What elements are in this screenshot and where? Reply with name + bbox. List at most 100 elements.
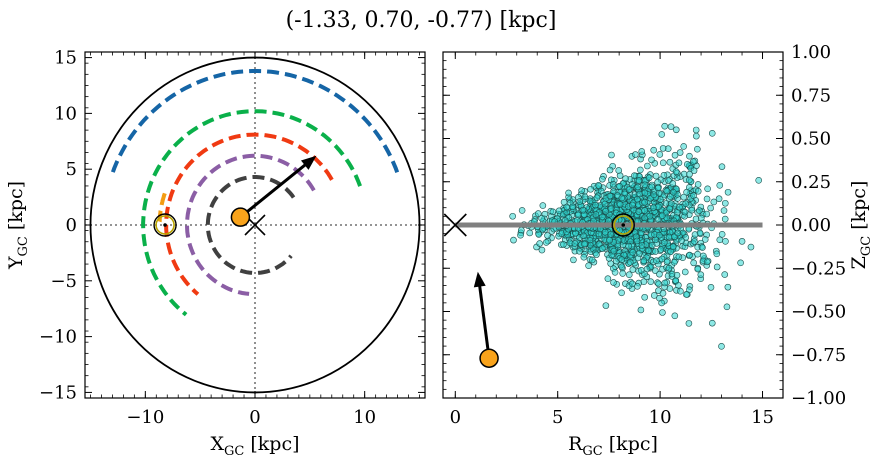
star-point (692, 215, 700, 223)
star-point (604, 275, 612, 282)
axes-frame (84, 51, 426, 399)
star-point (629, 280, 636, 288)
star-point (710, 198, 718, 206)
right-plot-area (443, 122, 763, 368)
star-point (708, 319, 716, 327)
star-point (641, 207, 648, 214)
star-point (637, 166, 644, 174)
star-point (683, 291, 690, 298)
star-point (697, 271, 705, 278)
star-point (588, 256, 596, 264)
sun-center-dot (621, 223, 626, 227)
star-point (669, 243, 677, 251)
y-tick-label: −10 (39, 327, 77, 348)
star-point (680, 143, 687, 150)
star-point (718, 230, 726, 238)
star-point (563, 203, 570, 211)
galactic-center-marker (443, 213, 467, 237)
star-point (645, 174, 653, 182)
star-point (659, 145, 667, 152)
star-cloud (509, 122, 762, 350)
star-point (658, 255, 666, 263)
star-point (707, 204, 714, 212)
star-point (638, 242, 646, 249)
y-tick-label: −0.50 (791, 302, 846, 323)
star-point (626, 258, 634, 266)
star-point (602, 302, 610, 309)
star-point (581, 193, 589, 201)
star-point (690, 259, 697, 267)
star-point (518, 207, 526, 214)
star-point (667, 123, 675, 130)
star-point (658, 212, 666, 219)
star-point (738, 238, 746, 245)
star-point (648, 183, 656, 191)
star-point (718, 163, 726, 170)
star-point (618, 263, 626, 271)
star-point (677, 287, 684, 295)
star-point (571, 240, 579, 247)
star-point (656, 151, 664, 158)
star-point (593, 251, 600, 258)
y-tick-label: 0.75 (791, 85, 831, 106)
left-plot-area (85, 52, 425, 398)
star-point (661, 122, 669, 130)
star-point (690, 158, 697, 165)
star-point (713, 263, 721, 271)
star-point (675, 281, 682, 289)
star-point (652, 248, 659, 255)
star-point (581, 240, 588, 248)
x-tick-label: 0 (249, 407, 260, 428)
sun-outer-ring (153, 213, 177, 237)
star-point (633, 237, 641, 245)
star-point (654, 178, 661, 186)
star-point (560, 241, 567, 248)
star-point (647, 278, 655, 285)
y-tick-label: 0.25 (791, 172, 831, 193)
star-point (718, 343, 725, 350)
spiral-arm-arc (109, 69, 400, 179)
star-point (539, 202, 547, 209)
y-tick-label: −0.25 (791, 258, 846, 279)
star-point (694, 145, 701, 153)
star-point (670, 259, 678, 266)
star-point (625, 186, 633, 193)
star-point (685, 320, 693, 327)
x-tick-label: 10 (353, 407, 376, 428)
star-point (721, 271, 729, 278)
star-point (585, 262, 592, 270)
star-point (595, 182, 602, 189)
star-point (636, 250, 643, 257)
star-point (641, 181, 649, 189)
y-tick-label: 1.00 (791, 42, 831, 63)
star-point (534, 210, 542, 217)
x-tick-label: 10 (649, 407, 672, 428)
star-point (691, 231, 699, 238)
star-point (580, 253, 588, 261)
star-point (618, 289, 625, 297)
star-point (666, 205, 674, 212)
star-point (665, 233, 673, 241)
star-point (625, 242, 632, 250)
star-point (686, 251, 693, 259)
star-point (606, 166, 614, 174)
star-point (576, 247, 583, 255)
star-point (660, 172, 668, 179)
star-point (707, 284, 715, 291)
star-point (592, 201, 599, 209)
star-point (517, 231, 524, 239)
star-point (650, 204, 657, 211)
star-point (716, 182, 724, 189)
star-point (578, 187, 585, 194)
star-point (678, 237, 685, 244)
star-point (618, 256, 626, 263)
star-point (509, 212, 516, 220)
star-point (663, 187, 671, 195)
x-tick-label: 5 (552, 407, 563, 428)
star-point (672, 126, 680, 134)
star-point (569, 203, 576, 211)
star-point (737, 259, 744, 267)
star-point (645, 247, 652, 254)
star-point (593, 194, 601, 201)
star-point (641, 189, 649, 197)
